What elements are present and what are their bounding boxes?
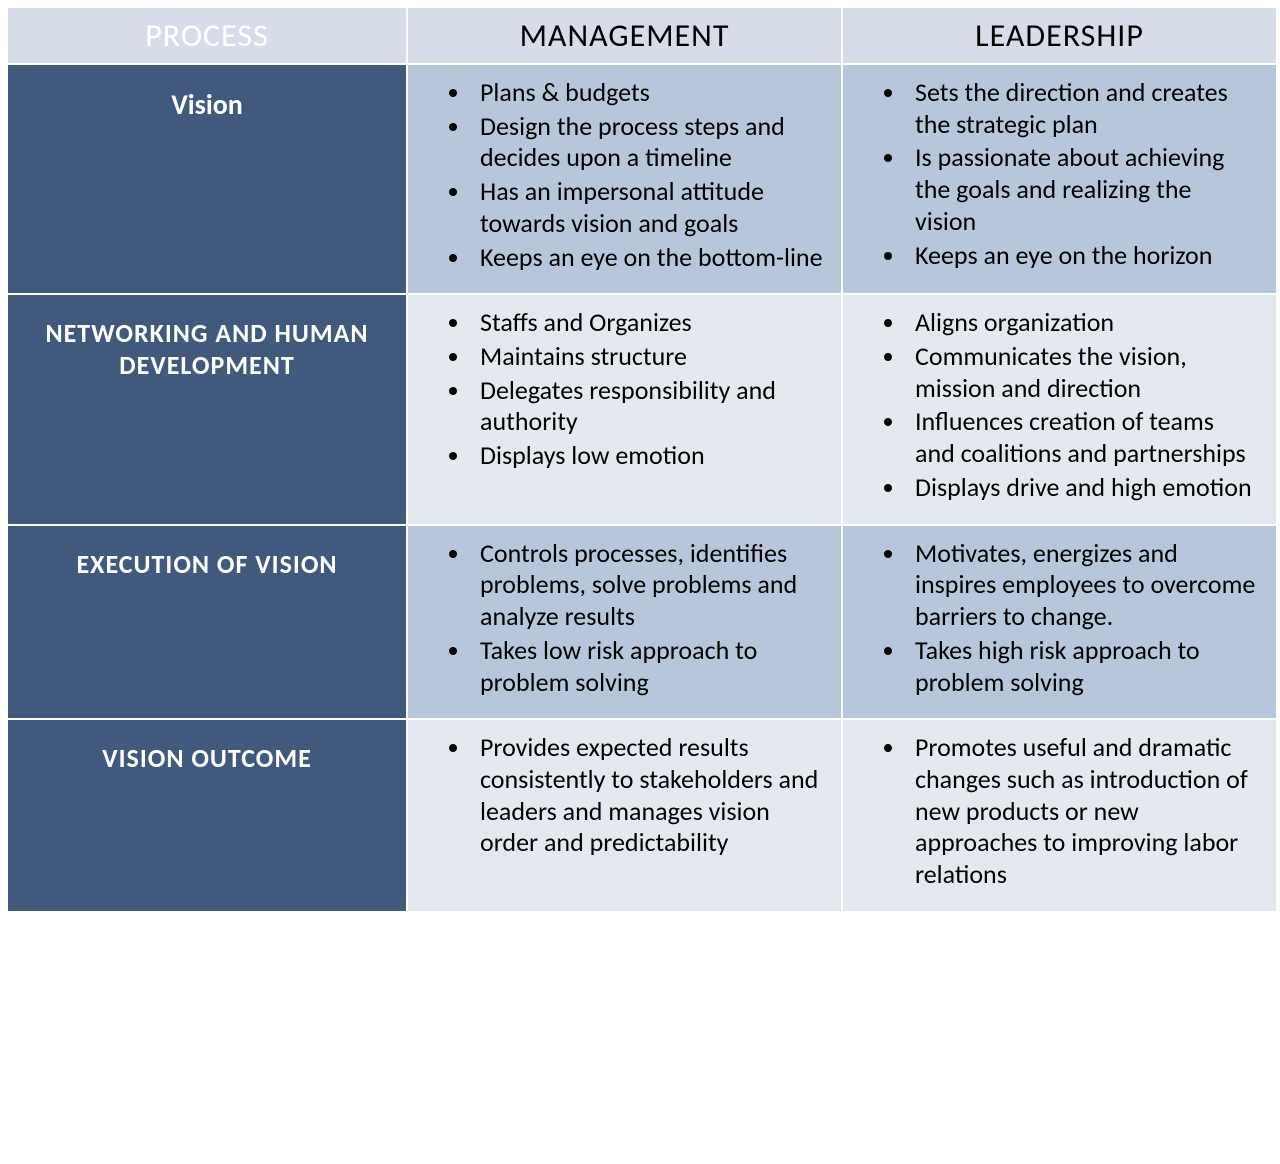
list-item: Motivates, energizes and inspires employ… [907,538,1258,633]
list-item: Keeps an eye on the horizon [907,240,1258,272]
table-body: VisionPlans & budgetsDesign the process … [7,64,1277,912]
list-item: Takes high risk approach to problem solv… [907,635,1258,698]
table-row: VISION OUTCOME Provides expected results … [7,719,1277,912]
list-item: Staffs and Organizes [472,307,823,339]
row-label: NETWORKING AND HUMAN DEVELOPMENT [7,294,407,524]
row-label: EXECUTION OF VISION [7,525,407,720]
header-row: PROCESSMANAGEMENTLEADERSHIP [7,7,1277,64]
leadership-cell: Motivates, energizes and inspires employ… [842,525,1277,720]
list-item: Displays low emotion [472,440,823,472]
table-head: PROCESSMANAGEMENTLEADERSHIP [7,7,1277,64]
management-cell: Controls processes, identifies problems,… [407,525,842,720]
table-wrapper: PROCESSMANAGEMENTLEADERSHIP VisionPlans … [0,0,1280,919]
row-label: VISION OUTCOME [7,719,407,912]
leadership-cell: Promotes useful and dramatic changes suc… [842,719,1277,912]
column-header-process: PROCESS [7,7,407,64]
list-item: Sets the direction and creates the strat… [907,77,1258,140]
table-row: NETWORKING AND HUMAN DEVELOPMENTStaffs a… [7,294,1277,524]
list-item: Maintains structure [472,341,823,373]
table-row: VisionPlans & budgetsDesign the process … [7,64,1277,294]
list-item: Promotes useful and dramatic changes suc… [907,732,1258,891]
column-header-leadership: LEADERSHIP [842,7,1277,64]
comparison-table: PROCESSMANAGEMENTLEADERSHIP VisionPlans … [6,6,1278,913]
list-item: Controls processes, identifies problems,… [472,538,823,633]
list-item: Aligns organization [907,307,1258,339]
leadership-cell: Aligns organizationCommunicates the visi… [842,294,1277,524]
list-item: Influences creation of teams and coaliti… [907,406,1258,469]
table-row: EXECUTION OF VISION Controls processes, i… [7,525,1277,720]
row-label: Vision [7,64,407,294]
management-cell: Plans & budgetsDesign the process steps … [407,64,842,294]
list-item: Provides expected results consistently t… [472,732,823,859]
column-header-management: MANAGEMENT [407,7,842,64]
list-item: Communicates the vision, mission and dir… [907,341,1258,404]
management-cell: Staffs and OrganizesMaintains structureD… [407,294,842,524]
list-item: Is passionate about achieving the goals … [907,142,1258,237]
list-item: Displays drive and high emotion [907,472,1258,504]
leadership-cell: Sets the direction and creates the strat… [842,64,1277,294]
list-item: Keeps an eye on the bottom-line [472,242,823,274]
list-item: Plans & budgets [472,77,823,109]
list-item: Takes low risk approach to problem solvi… [472,635,823,698]
management-cell: Provides expected results consistently t… [407,719,842,912]
list-item: Delegates responsibility and authority [472,375,823,438]
list-item: Design the process steps and decides upo… [472,111,823,174]
list-item: Has an impersonal attitude towards visio… [472,176,823,239]
